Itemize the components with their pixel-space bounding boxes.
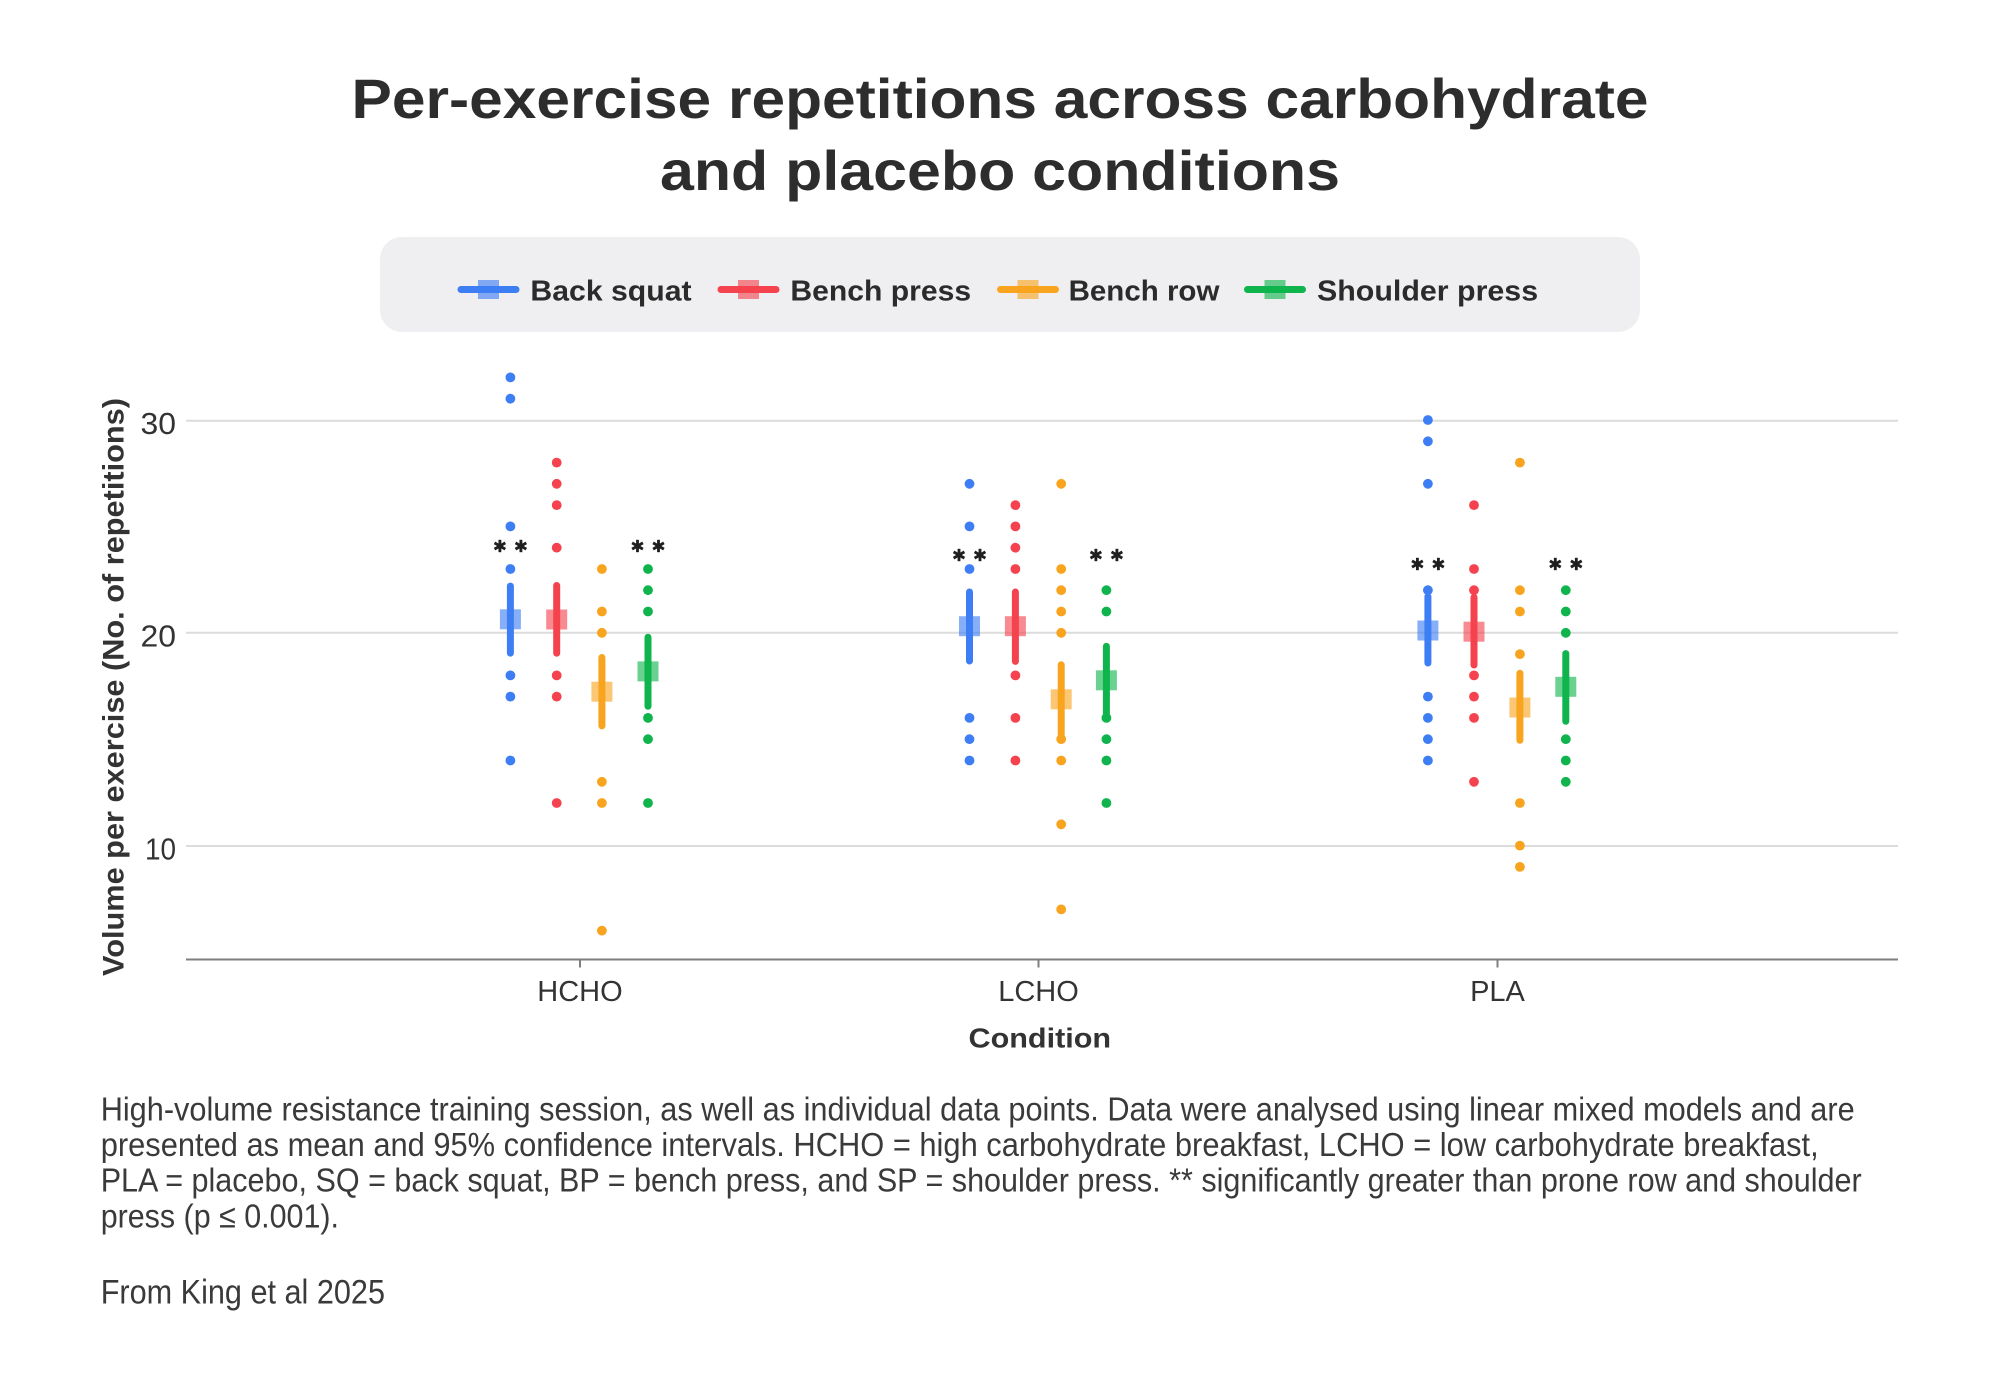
svg-text:Back squat: Back squat xyxy=(530,275,692,307)
svg-text:20: 20 xyxy=(141,618,177,653)
svg-text:Bench row: Bench row xyxy=(1069,275,1220,307)
svg-text:presented as mean and 95% conf: presented as mean and 95% confidence int… xyxy=(101,1126,1819,1163)
svg-text:Shoulder press: Shoulder press xyxy=(1317,275,1538,307)
svg-text:Volume per exercise (No. of re: Volume per exercise (No. of repetitions) xyxy=(98,398,131,976)
svg-text:High-volume resistance trainin: High-volume resistance training session,… xyxy=(101,1090,1855,1127)
svg-text:Bench press: Bench press xyxy=(790,275,971,307)
svg-text:HCHO: HCHO xyxy=(537,976,622,1008)
svg-text:LCHO: LCHO xyxy=(998,976,1079,1008)
svg-text:Condition: Condition xyxy=(969,1022,1112,1053)
svg-text:and placebo conditions: and placebo conditions xyxy=(660,139,1340,202)
svg-text:PLA: PLA xyxy=(1470,976,1525,1008)
svg-text:Per-exercise repetitions acros: Per-exercise repetitions across carbohyd… xyxy=(352,67,1649,130)
svg-text:PLA = placebo, SQ = back squat: PLA = placebo, SQ = back squat, BP = ben… xyxy=(101,1162,1862,1199)
svg-text:10: 10 xyxy=(145,832,176,867)
svg-text:press (p ≤ 0.001).: press (p ≤ 0.001). xyxy=(101,1198,339,1235)
svg-text:From King et al 2025: From King et al 2025 xyxy=(101,1273,385,1311)
svg-text:30: 30 xyxy=(141,406,177,441)
